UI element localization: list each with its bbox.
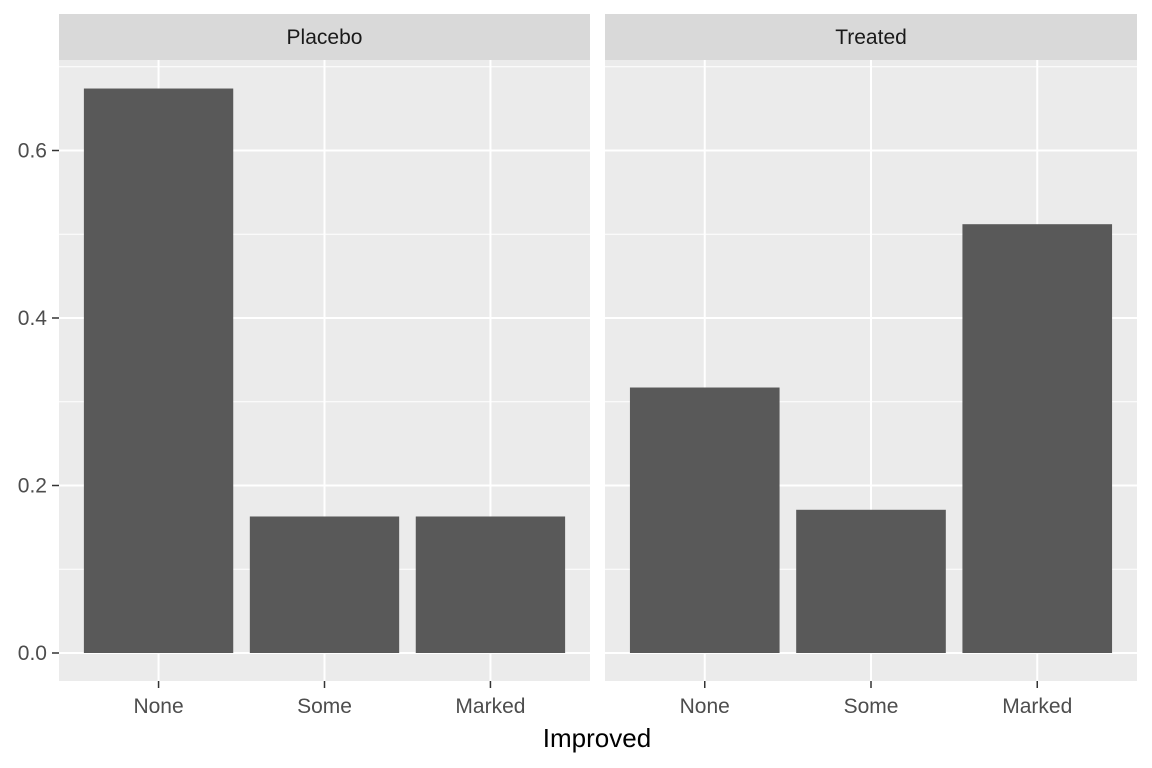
facet-panel-placebo: Placebo None Some Marked xyxy=(59,14,590,718)
bar-placebo-none xyxy=(83,88,234,653)
y-tick-label: 0.6 xyxy=(18,140,47,163)
bar-placebo-some xyxy=(249,516,400,653)
facet-strip xyxy=(605,14,1137,60)
facet-strip-label: Placebo xyxy=(287,26,363,49)
x-axis-title: Improved xyxy=(543,723,651,753)
facet-strip xyxy=(59,14,590,60)
y-tick-label: 0.0 xyxy=(18,642,47,665)
bar-treated-some xyxy=(796,509,946,653)
y-tick-label: 0.4 xyxy=(18,307,48,330)
y-axis: 0.0 0.2 0.4 0.6 xyxy=(18,140,59,665)
x-tick-label: Some xyxy=(297,695,352,718)
x-tick-label: Some xyxy=(844,695,899,718)
facet-panels: Placebo None Some Marked Treated None Some Mark… xyxy=(59,14,1137,718)
x-tick-label: Marked xyxy=(455,695,525,718)
x-tick-label: Marked xyxy=(1002,695,1072,718)
bar-treated-marked xyxy=(962,224,1113,653)
x-tick-label: None xyxy=(680,695,730,718)
y-tick-label: 0.2 xyxy=(18,475,47,498)
facet-panel-treated: Treated None Some Marked xyxy=(605,14,1137,718)
x-tick-label: None xyxy=(133,695,183,718)
bar-placebo-marked xyxy=(415,516,566,653)
bar-treated-none xyxy=(629,387,780,653)
facet-strip-label: Treated xyxy=(835,26,907,49)
